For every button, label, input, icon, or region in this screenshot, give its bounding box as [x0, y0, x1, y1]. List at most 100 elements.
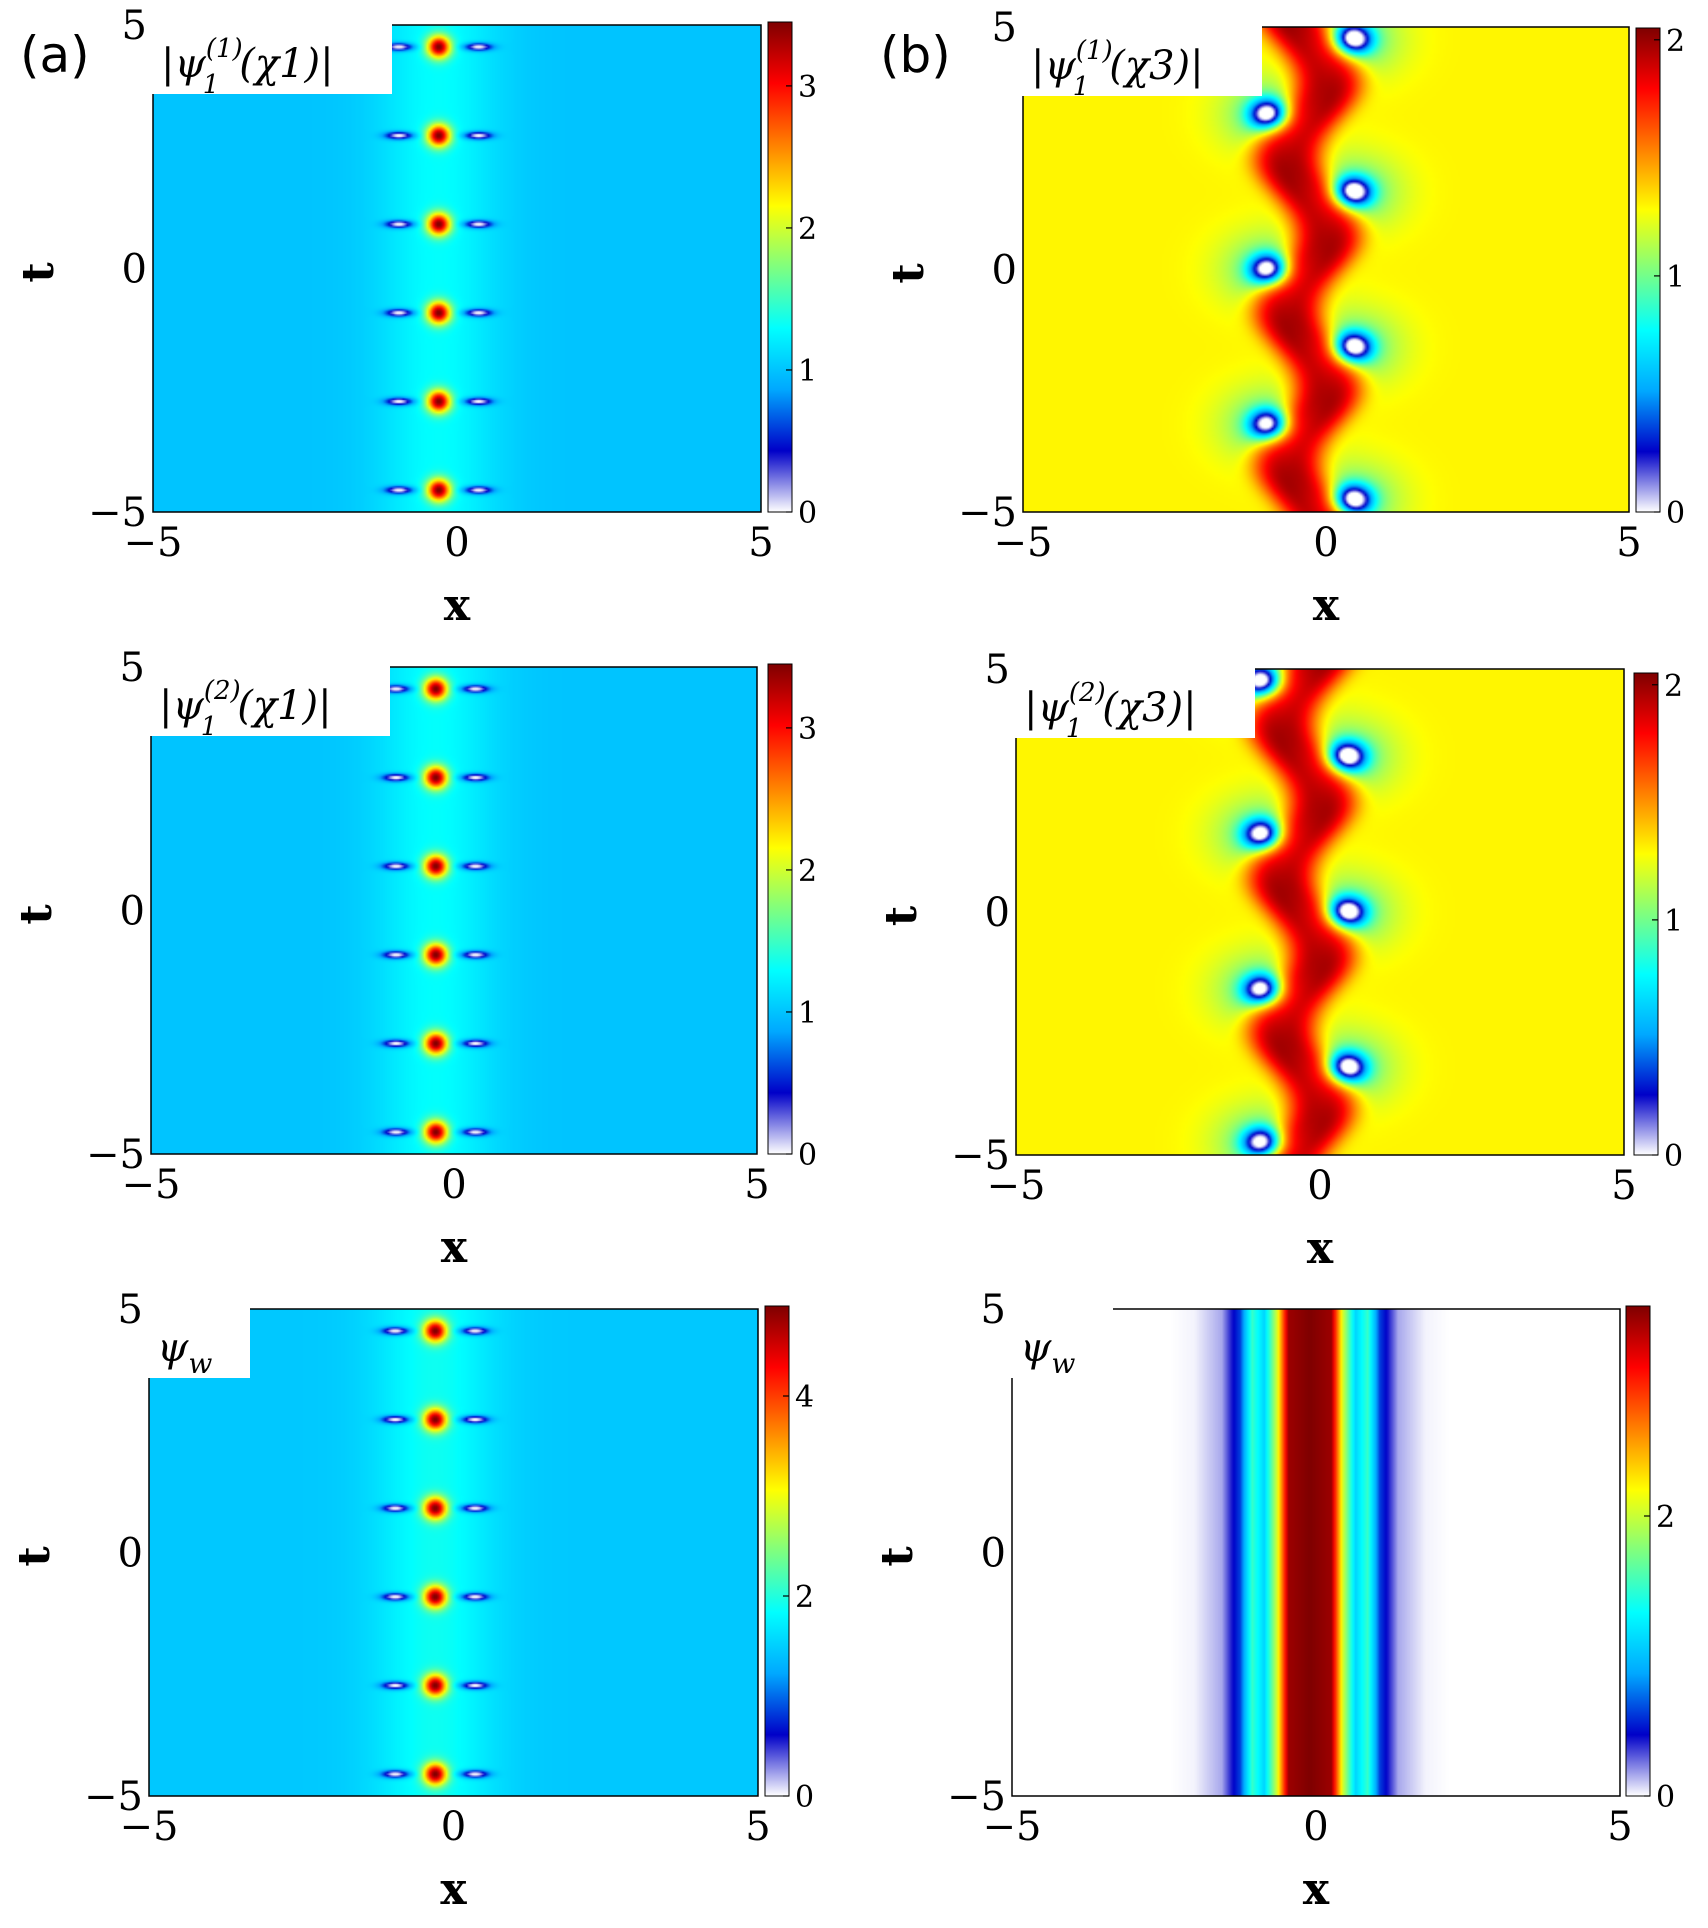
panel-title: |ψ(2) 1 (χ3)| [1024, 678, 1197, 744]
y-tick-label: −5 [947, 1774, 1006, 1820]
x-tick-label: −5 [987, 1163, 1046, 1209]
colorbar [1633, 672, 1659, 1156]
colorbar-tick-label: 0 [1666, 496, 1685, 531]
plot-frame [1011, 1308, 1621, 1797]
colorbar-tick-label: 2 [1656, 1500, 1675, 1535]
x-tick-label: 5 [744, 1162, 769, 1208]
colorbar-tick-label: 2 [795, 1580, 814, 1615]
column-label-b: (b) [880, 26, 951, 84]
y-tick-label: 0 [985, 890, 1010, 936]
x-tick-label: 5 [1611, 1163, 1636, 1209]
x-tick-label: 5 [1616, 520, 1641, 566]
colorbar-tick-label: 1 [1666, 260, 1685, 295]
panel-title: ψw [157, 1325, 212, 1380]
colorbar-tick-label: 3 [798, 712, 817, 747]
x-axis-label: x [1307, 1223, 1334, 1274]
x-axis-label: x [444, 580, 471, 631]
title-box [1022, 26, 1262, 96]
column-label-a: (a) [20, 26, 90, 84]
colorbar-tick-label: 2 [1666, 24, 1685, 59]
plot-frame [1022, 26, 1630, 513]
colorbar-tick-label: 0 [798, 496, 817, 531]
heatmap-image [1016, 669, 1624, 1155]
colorbar [1625, 1305, 1651, 1797]
heatmap-image [149, 1309, 758, 1796]
x-tick-label: −5 [983, 1804, 1042, 1850]
panel-title: |ψ(1) 1 (χ1)| [161, 34, 334, 100]
colorbar [767, 21, 793, 513]
title-box [152, 24, 392, 94]
plot-frame [148, 1308, 759, 1797]
heatmap-image [153, 25, 761, 512]
colorbar-tick-label: 0 [1656, 1780, 1675, 1815]
colorbar-tick-label: 4 [795, 1380, 814, 1415]
x-tick-label: 0 [441, 1804, 466, 1850]
colorbar-tick-label: 2 [798, 854, 817, 889]
y-tick-label: 0 [120, 889, 145, 935]
y-tick-label: 5 [985, 647, 1010, 693]
y-axis-label: t [11, 904, 62, 925]
y-tick-label: −5 [88, 490, 147, 536]
x-tick-label: 0 [1303, 1804, 1328, 1850]
title-box [148, 1308, 250, 1378]
title-box [1015, 668, 1255, 738]
heatmap-image [1023, 27, 1629, 512]
y-axis-label: t [872, 1546, 923, 1567]
colorbar-tick-label: 1 [798, 354, 817, 389]
colorbar-tick-label: 1 [798, 996, 817, 1031]
colorbar-tick-label: 0 [1664, 1139, 1683, 1174]
plot-frame [1015, 668, 1625, 1156]
y-tick-label: 5 [992, 5, 1017, 51]
panel-title: |ψ(2) 1 (χ1)| [159, 676, 332, 742]
x-axis-label: x [1303, 1864, 1330, 1915]
x-tick-label: 5 [1607, 1804, 1632, 1850]
x-tick-label: 0 [441, 1162, 466, 1208]
title-box [150, 666, 390, 736]
heatmap-image [1012, 1309, 1620, 1796]
y-tick-label: −5 [951, 1133, 1010, 1179]
y-tick-label: 0 [981, 1531, 1006, 1577]
y-tick-label: 5 [122, 3, 147, 49]
x-tick-label: −5 [124, 520, 183, 566]
y-tick-label: 0 [118, 1531, 143, 1577]
colorbar [767, 663, 793, 1155]
x-tick-label: −5 [122, 1162, 181, 1208]
colorbar-tick-label: 0 [798, 1138, 817, 1173]
y-tick-label: −5 [86, 1132, 145, 1178]
y-tick-label: 5 [981, 1287, 1006, 1333]
x-tick-label: −5 [994, 520, 1053, 566]
colorbar-tick-label: 2 [1664, 669, 1683, 704]
panel-title: ψw [1020, 1325, 1075, 1380]
plot-frame [152, 24, 762, 513]
y-tick-label: 0 [122, 247, 147, 293]
title-box [1011, 1308, 1113, 1378]
colorbar-tick-label: 3 [798, 70, 817, 105]
y-tick-label: 5 [120, 645, 145, 691]
colorbar [1635, 27, 1661, 513]
x-axis-label: x [441, 1222, 468, 1273]
colorbar-tick-label: 1 [1664, 904, 1683, 939]
plot-frame [150, 666, 758, 1155]
y-tick-label: 0 [992, 248, 1017, 294]
x-tick-label: 0 [444, 520, 469, 566]
x-axis-label: x [1313, 580, 1340, 631]
x-tick-label: 0 [1313, 520, 1338, 566]
y-tick-label: −5 [84, 1774, 143, 1820]
y-axis-label: t [883, 263, 934, 284]
x-tick-label: 5 [748, 520, 773, 566]
colorbar-tick-label: 2 [798, 212, 817, 247]
x-tick-label: 5 [745, 1804, 770, 1850]
y-axis-label: t [876, 905, 927, 926]
y-tick-label: 5 [118, 1287, 143, 1333]
y-tick-label: −5 [958, 490, 1017, 536]
y-axis-label: t [13, 262, 64, 283]
panel-title: |ψ(1) 1 (χ3)| [1031, 36, 1204, 102]
x-tick-label: −5 [120, 1804, 179, 1850]
